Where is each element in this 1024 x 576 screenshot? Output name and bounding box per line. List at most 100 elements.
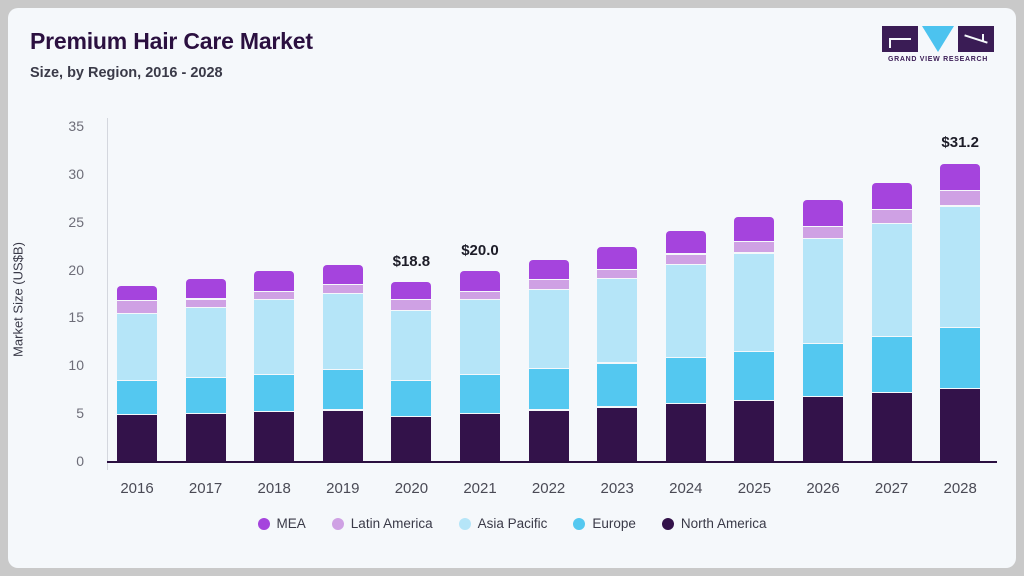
bar-2024[interactable] (665, 118, 706, 461)
bar-segment-asia-pacific[interactable] (734, 253, 775, 351)
bar-2017[interactable] (185, 118, 226, 461)
bar-2027[interactable] (871, 118, 912, 461)
bar-segment-europe[interactable] (803, 344, 843, 396)
bar-segment-north-america[interactable] (940, 389, 981, 461)
bar-segment-mea[interactable] (597, 246, 638, 269)
y-axis-line (107, 118, 108, 470)
bar-segment-mea[interactable] (871, 182, 912, 210)
bar-segment-asia-pacific[interactable] (460, 300, 500, 374)
bar-segment-north-america[interactable] (734, 400, 775, 461)
bar-segment-mea[interactable] (185, 279, 226, 299)
bar-segment-asia-pacific[interactable] (803, 239, 843, 344)
stacked-bar-chart: Market Size (US$B) 0 5 10 15 20 25 30 35 2016 20… (8, 8, 1016, 568)
bar-segment-latin-america[interactable] (940, 191, 981, 206)
bar-segment-asia-pacific[interactable] (665, 265, 706, 357)
x-axis-tick-2027: 2027 (874, 480, 909, 497)
bar-segment-latin-america[interactable] (734, 242, 775, 253)
y-axis-tick-10: 10 (68, 357, 84, 374)
bar-segment-mea[interactable] (254, 270, 295, 291)
bar-segment-asia-pacific[interactable] (117, 313, 157, 380)
bar-segment-north-america[interactable] (597, 407, 638, 461)
bar-2018[interactable] (254, 118, 295, 461)
y-axis-tick-35: 35 (68, 118, 84, 134)
bar-segment-north-america[interactable] (117, 415, 157, 461)
bar-2016[interactable] (117, 118, 157, 461)
bar-2023[interactable] (597, 118, 638, 461)
bar-segment-north-america[interactable] (254, 412, 295, 461)
bar-segment-asia-pacific[interactable] (871, 223, 912, 336)
bar-segment-europe[interactable] (391, 380, 432, 417)
bar-segment-europe[interactable] (871, 336, 912, 393)
logo-block-right (958, 26, 994, 52)
bar-segment-mea[interactable] (391, 282, 432, 300)
bar-2020[interactable] (391, 118, 432, 461)
bar-segment-europe[interactable] (185, 378, 226, 414)
bar-segment-north-america[interactable] (460, 414, 500, 461)
bar-segment-asia-pacific[interactable] (391, 311, 432, 380)
bar-segment-north-america[interactable] (391, 417, 432, 461)
chart-legend: MEA Latin America Asia Pacific Europe North … (8, 516, 1016, 531)
bar-segment-latin-america[interactable] (391, 300, 432, 310)
legend-label: Asia Pacific (477, 516, 548, 531)
bar-segment-latin-america[interactable] (460, 291, 500, 300)
bar-segment-latin-america[interactable] (185, 299, 226, 307)
bar-segment-europe[interactable] (528, 369, 569, 410)
bar-segment-asia-pacific[interactable] (940, 206, 981, 327)
legend-label: North America (680, 516, 767, 531)
bar-segment-latin-america[interactable] (597, 269, 638, 279)
bar-segment-latin-america[interactable] (871, 210, 912, 223)
bar-segment-north-america[interactable] (322, 410, 363, 461)
legend-item-mea[interactable]: MEA (257, 516, 306, 531)
bar-segment-north-america[interactable] (803, 397, 843, 461)
bar-segment-europe[interactable] (734, 352, 775, 400)
bar-2026[interactable] (803, 118, 843, 461)
legend-swatch-icon (458, 517, 471, 530)
bar-2025[interactable] (734, 118, 775, 461)
bar-segment-mea[interactable] (528, 260, 569, 280)
bar-segment-latin-america[interactable] (254, 291, 295, 300)
legend-swatch-icon (661, 517, 674, 530)
legend-item-north-america[interactable]: North America (661, 516, 767, 531)
bar-segment-europe[interactable] (460, 375, 500, 414)
legend-label: MEA (276, 516, 306, 531)
bar-segment-latin-america[interactable] (803, 226, 843, 238)
bar-segment-asia-pacific[interactable] (597, 279, 638, 363)
bar-segment-mea[interactable] (940, 163, 981, 191)
bar-segment-mea[interactable] (322, 265, 363, 284)
bar-segment-north-america[interactable] (665, 403, 706, 461)
x-axis-tick-2026: 2026 (806, 480, 840, 497)
bar-segment-europe[interactable] (322, 370, 363, 410)
bar-segment-latin-america[interactable] (665, 254, 706, 264)
x-axis-tick-2016: 2016 (120, 480, 154, 497)
bar-segment-asia-pacific[interactable] (254, 300, 295, 374)
bar-segment-mea[interactable] (803, 199, 843, 226)
bar-2028[interactable] (940, 118, 981, 461)
bar-segment-latin-america[interactable] (322, 285, 363, 293)
bar-segment-mea[interactable] (665, 230, 706, 254)
x-axis-tick-2020: 2020 (394, 480, 429, 497)
bar-2022[interactable] (528, 118, 569, 461)
bar-segment-europe[interactable] (597, 363, 638, 407)
bar-2021[interactable] (460, 118, 500, 461)
bar-segment-europe[interactable] (940, 328, 981, 389)
bar-segment-europe[interactable] (117, 380, 157, 415)
legend-item-europe[interactable]: Europe (573, 516, 636, 531)
bar-segment-mea[interactable] (460, 270, 500, 291)
bar-segment-mea[interactable] (117, 286, 157, 301)
bar-segment-latin-america[interactable] (117, 301, 157, 313)
bar-segment-asia-pacific[interactable] (322, 293, 363, 370)
x-axis-tick-2023: 2023 (600, 480, 634, 497)
bar-segment-north-america[interactable] (185, 414, 226, 461)
bar-segment-mea[interactable] (734, 217, 775, 241)
bar-segment-europe[interactable] (665, 357, 706, 403)
legend-item-latin-america[interactable]: Latin America (331, 516, 433, 531)
legend-item-asia-pacific[interactable]: Asia Pacific (458, 516, 548, 531)
bar-segment-asia-pacific[interactable] (185, 308, 226, 377)
bar-segment-north-america[interactable] (528, 410, 569, 461)
bar-segment-asia-pacific[interactable] (528, 289, 569, 369)
bar-segment-europe[interactable] (254, 375, 295, 412)
bar-2019[interactable] (322, 118, 363, 461)
bar-segment-north-america[interactable] (871, 393, 912, 461)
bar-segment-latin-america[interactable] (528, 280, 569, 289)
y-axis-title: Market Size (US$B) (10, 242, 26, 357)
